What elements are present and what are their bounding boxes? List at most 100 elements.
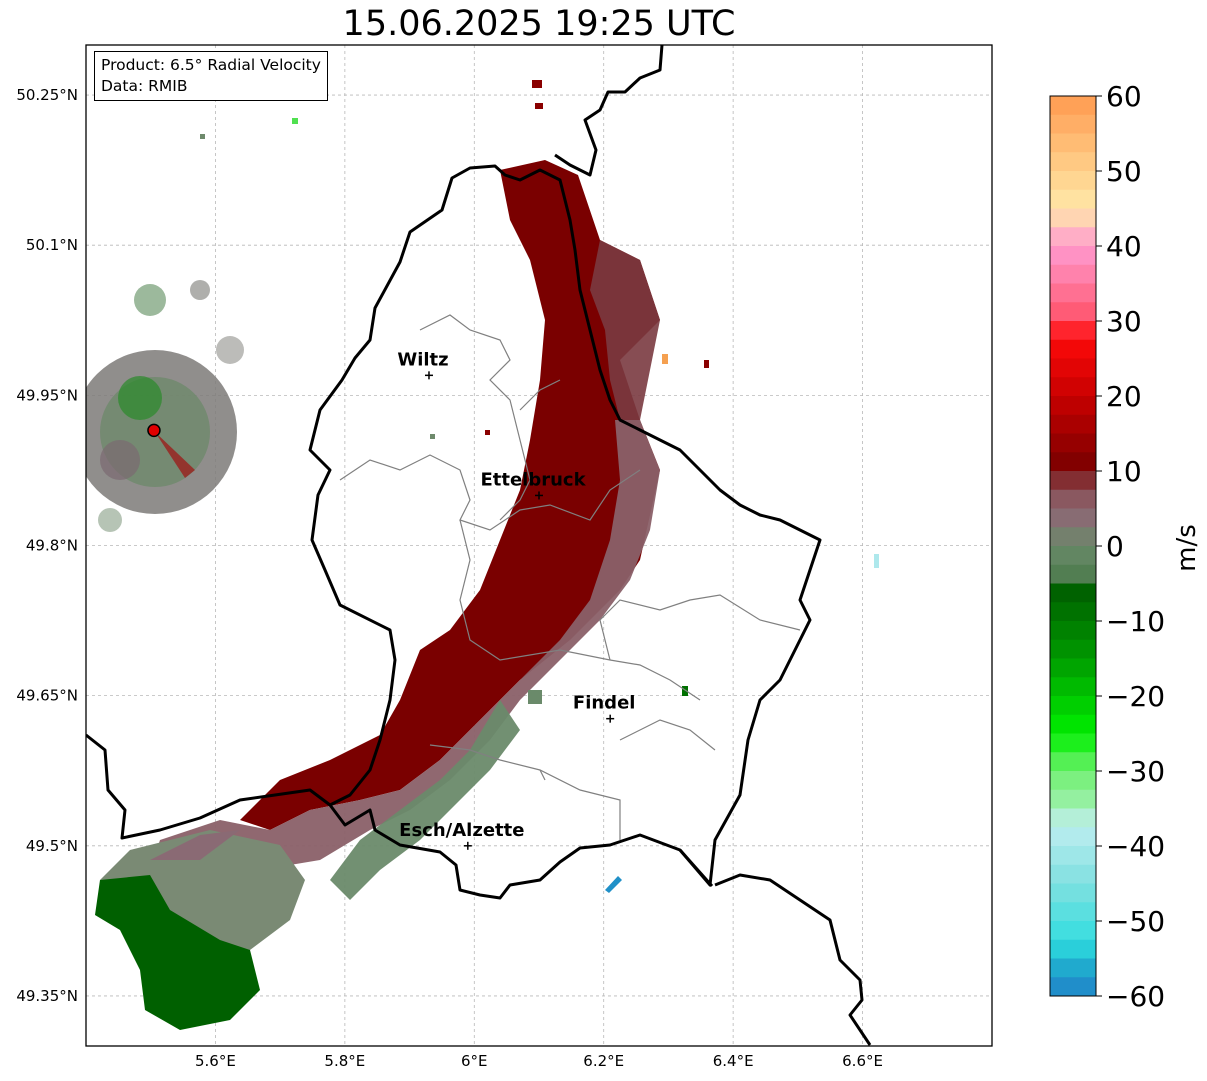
colorbar-swatch [1050,564,1096,584]
city-label: Ettelbruck [480,469,586,490]
colorbar-swatch [1050,602,1096,622]
colorbar-swatch [1050,264,1096,284]
colorbar-swatch [1050,96,1096,116]
y-tick-label: 50.25°N [16,86,78,104]
x-axis-ticks: 5.6°E 5.8°E 6°E 6.2°E 6.4°E 6.6°E [195,1052,883,1070]
echo-speck [430,434,435,439]
colorbar-tick-label: 40 [1106,230,1142,263]
colorbar-swatch [1050,377,1096,397]
x-tick-label: 5.6°E [195,1052,236,1070]
echo-reddish-grey-band [590,240,660,420]
colorbar-swatch [1050,283,1096,303]
colorbar-swatch [1050,471,1096,491]
colorbar-swatch [1050,114,1096,134]
radar-site-marker [147,423,161,438]
colorbar-swatch [1050,677,1096,697]
colorbar-swatch [1050,321,1096,341]
echo-speck [528,690,542,704]
colorbar-swatch [1050,977,1096,997]
colorbar-tick-label: −30 [1106,755,1165,788]
colorbar-tick-label: −50 [1106,905,1165,938]
colorbar-swatch [1050,883,1096,903]
colorbar-swatch [1050,827,1096,847]
colorbar-tick-label: 20 [1106,380,1142,413]
colorbar-swatch [1050,302,1096,322]
echo-southwest-green [95,875,260,1030]
echo-green-grey-band [330,700,520,900]
colorbar-tick-label: 30 [1106,305,1142,338]
city-label: Wiltz [397,349,448,370]
echo-speck [682,686,688,696]
colorbar-swatch [1050,152,1096,172]
colorbar-swatch [1050,133,1096,153]
colorbar-swatch [1050,527,1096,547]
colorbar-swatch [1050,958,1096,978]
colorbar-swatch [1050,508,1096,528]
y-tick-label: 49.35°N [16,987,78,1005]
x-tick-label: 5.8°E [324,1052,365,1070]
colorbar-swatch [1050,639,1096,659]
colorbar-swatch [1050,621,1096,641]
echo-speck [874,554,879,568]
colorbar-tick-label: 0 [1106,530,1124,563]
colorbar-ticks: 60 50 40 30 20 10 0 −10 −20 −30 −40 −50 −60 [1096,80,1165,1013]
colorbar-swatch [1050,583,1096,603]
y-tick-label: 50.1°N [26,236,78,254]
colorbar-swatch [1050,246,1096,266]
y-tick-label: 49.8°N [26,537,78,555]
colorbar-tick-label: −60 [1106,980,1165,1013]
y-axis-ticks: 50.25°N 50.1°N 49.95°N 49.8°N 49.65°N 49.5°N 4… [16,86,78,1005]
national-borders [86,45,872,1046]
colorbar-swatch [1050,864,1096,884]
colorbar-swatch [1050,752,1096,772]
colorbar-unit-label: m/s [1172,524,1202,572]
colorbar-swatch [1050,771,1096,791]
district-borders [339,314,801,840]
map-frame [85,44,993,1047]
colorbar-swatch [1050,339,1096,359]
colorbar-swatch [1050,846,1096,866]
colorbar-swatch [1050,414,1096,434]
city-label: Esch/Alzette [399,820,524,841]
colorbar-swatch [1050,396,1096,416]
colorbar-swatch [1050,696,1096,716]
map-title: 15.06.2025 19:25 UTC [342,4,736,44]
x-tick-label: 6.2°E [583,1052,624,1070]
city-markers: Wiltz Ettelbruck Findel Esch/Alzette [397,349,636,850]
colorbar-tick-label: −20 [1106,680,1165,713]
colorbar-swatch [1050,939,1096,959]
echo-speck [605,876,622,893]
colorbar: 60 50 40 30 20 10 0 −10 −20 −30 −40 −50 −60 m/s [1049,80,1202,1013]
colorbar-swatch [1050,714,1096,734]
x-tick-label: 6°E [461,1052,488,1070]
echo-speck [485,430,490,435]
echo-speck [200,134,205,139]
colorbar-swatch [1050,489,1096,509]
echo-dark-red-band [240,160,660,830]
colorbar-tick-label: 50 [1106,155,1142,188]
colorbar-tick-label: 60 [1106,80,1142,113]
colorbar-swatch [1050,733,1096,753]
colorbar-swatch [1050,921,1096,941]
city-label: Findel [573,693,636,714]
colorbar-tick-label: −10 [1106,605,1165,638]
y-tick-label: 49.5°N [26,837,78,855]
colorbar-swatch [1050,358,1096,378]
colorbar-swatch [1050,902,1096,922]
colorbar-swatch [1050,546,1096,566]
colorbar-swatch [1050,189,1096,209]
echo-speck [704,360,709,368]
colorbar-swatch [1050,433,1096,453]
echo-speck [292,118,298,124]
y-tick-label: 49.95°N [16,386,78,404]
echo-southwest-grey-top [150,830,240,860]
colorbar-swatch [1050,452,1096,472]
radar-site-clutter [86,280,244,532]
colorbar-swatch [1050,658,1096,678]
colorbar-swatch [1050,171,1096,191]
product-label: Product: 6.5° Radial Velocity [101,56,321,74]
x-tick-label: 6.6°E [842,1052,883,1070]
colorbar-swatch [1050,808,1096,828]
colorbar-swatch [1050,208,1096,228]
